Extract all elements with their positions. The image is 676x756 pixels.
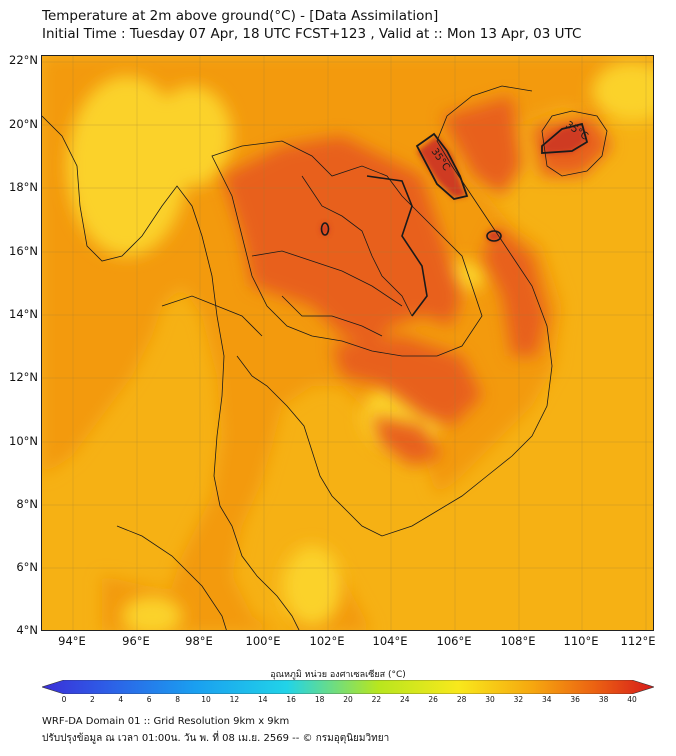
- lat-label-4n: 4°N: [16, 623, 38, 637]
- colorbar-tick-label: 30: [485, 695, 495, 704]
- temperature-map: 35°C 35°C: [41, 55, 654, 631]
- colorbar-tick-label: 20: [343, 695, 353, 704]
- colorbar-tick-label: 36: [570, 695, 580, 704]
- colorbar-tick-label: 18: [314, 695, 325, 704]
- footer-domain-info: WRF-DA Domain 01 :: Grid Resolution 9km …: [42, 716, 290, 727]
- lat-label-10n: 10°N: [9, 434, 38, 448]
- lat-label-18n: 18°N: [9, 180, 38, 194]
- lon-label-108e: 108°E: [500, 634, 536, 648]
- lon-label-102e: 102°E: [309, 634, 345, 648]
- colorbar-tick-label: 0: [61, 695, 67, 704]
- lat-label-6n: 6°N: [16, 560, 38, 574]
- colorbar-tick-label: 22: [371, 695, 382, 704]
- colorbar-tick-label: 6: [146, 695, 152, 704]
- lon-label-100e: 100°E: [245, 634, 281, 648]
- colorbar-svg: [41, 679, 655, 695]
- colorbar-tick-label: 14: [258, 695, 268, 704]
- lat-label-20n: 20°N: [9, 117, 38, 131]
- colorbar-tick-label: 28: [456, 695, 467, 704]
- lat-label-22n: 22°N: [9, 53, 38, 67]
- colorbar-tick-label: 26: [428, 695, 438, 704]
- lat-label-16n: 16°N: [9, 244, 38, 258]
- map-canvas: 35°C 35°C: [42, 56, 653, 630]
- chart-subtitle: Initial Time : Tuesday 07 Apr, 18 UTC FC…: [42, 26, 582, 42]
- footer-update-info: ปรับปรุงข้อมูล ณ เวลา 01:00น. วัน พ. ที่…: [42, 733, 390, 744]
- lon-label-110e: 110°E: [563, 634, 599, 648]
- colorbar: [41, 679, 655, 695]
- lat-label-8n: 8°N: [16, 497, 38, 511]
- colorbar-tick-label: 32: [513, 695, 524, 704]
- lon-label-104e: 104°E: [372, 634, 408, 648]
- lon-label-98e: 98°E: [185, 634, 213, 648]
- lat-label-14n: 14°N: [9, 307, 38, 321]
- colorbar-title: อุณหภูมิ หน่วย องศาเซลเซียส (°C): [270, 670, 406, 680]
- colorbar-tick-label: 4: [118, 695, 124, 704]
- graticule: [42, 56, 653, 630]
- colorbar-tick-label: 38: [598, 695, 609, 704]
- colorbar-tick-label: 40: [627, 695, 637, 704]
- lat-label-12n: 12°N: [9, 370, 38, 384]
- colorbar-tick-label: 10: [201, 695, 211, 704]
- colorbar-tick-label: 24: [400, 695, 410, 704]
- lon-label-94e: 94°E: [58, 634, 86, 648]
- colorbar-tick-label: 12: [229, 695, 240, 704]
- colorbar-tick-label: 8: [175, 695, 180, 704]
- hot-zones: [222, 96, 612, 466]
- colorbar-tick-label: 34: [542, 695, 552, 704]
- colorbar-tick-label: 16: [286, 695, 296, 704]
- lon-label-112e: 112°E: [620, 634, 656, 648]
- hottest-cores: [321, 124, 587, 241]
- chart-title: Temperature at 2m above ground(°C) - [Da…: [42, 8, 439, 24]
- lon-label-106e: 106°E: [436, 634, 472, 648]
- colorbar-tick-label: 2: [90, 695, 95, 704]
- coastlines-borders: [42, 85, 608, 630]
- lon-label-96e: 96°E: [122, 634, 150, 648]
